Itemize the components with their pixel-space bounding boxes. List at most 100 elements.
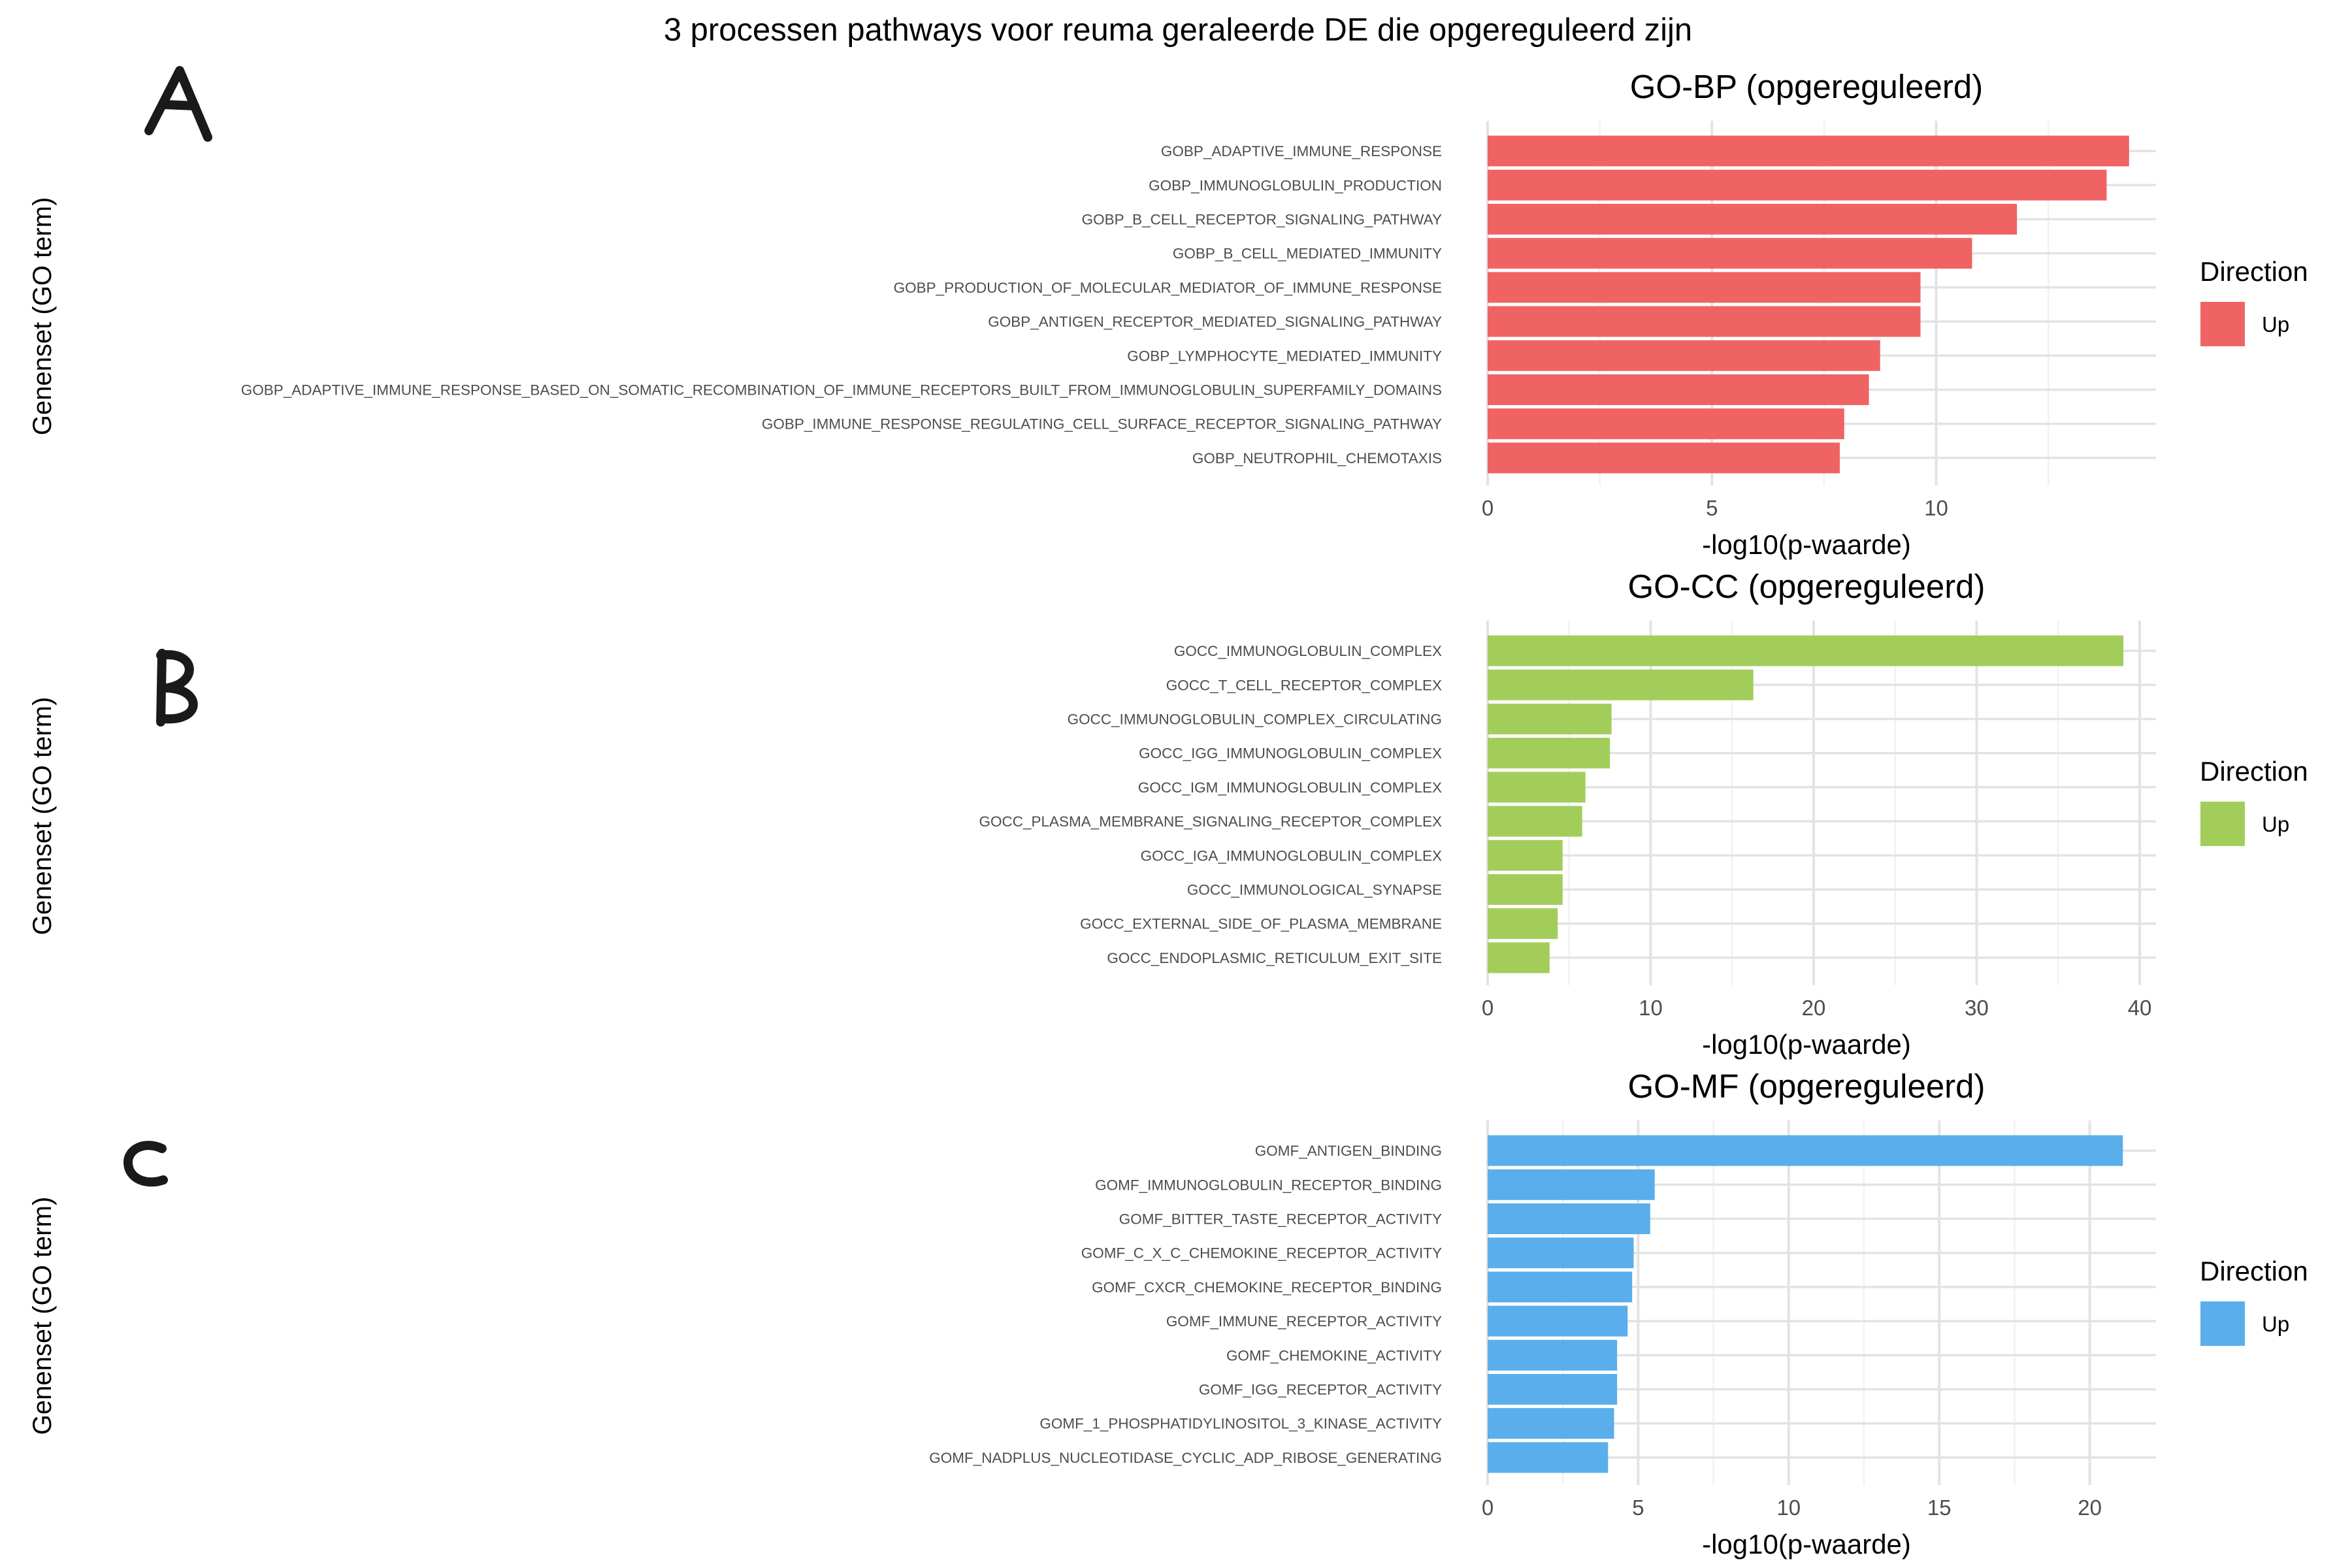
category-label: GOBP_B_CELL_MEDIATED_IMMUNITY (1173, 246, 1442, 262)
bar-gobp-antigen-receptor-mediated-signaling-pathway (1488, 306, 1921, 337)
bar-gocc-igm-immunoglobulin-complex (1488, 772, 1586, 803)
category-label: GOBP_IMMUNE_RESPONSE_REGULATING_CELL_SUR… (762, 416, 1442, 433)
category-label: GOMF_IMMUNOGLOBULIN_RECEPTOR_BINDING (1095, 1177, 1442, 1193)
bar-gocc-endoplasmic-reticulum-exit-site (1488, 942, 1550, 973)
legend-title: Direction (2200, 1256, 2308, 1286)
legend-label: Up (2262, 312, 2289, 336)
y-axis-label: Genenset (GO term) (28, 197, 57, 436)
category-label: GOMF_CHEMOKINE_ACTIVITY (1226, 1347, 1442, 1364)
category-label: GOMF_IGG_RECEPTOR_ACTIVITY (1199, 1382, 1442, 1398)
panel-letter-a (144, 66, 212, 142)
bar-gomf-antigen-binding (1488, 1135, 2123, 1166)
x-axis-label: -log10(p-waarde) (1702, 529, 1911, 560)
y-axis-label: Genenset (GO term) (28, 1197, 57, 1435)
charts-container: GO-BP (opgereguleerd) GOBP_ADAPTIVE_IMMUN… (28, 68, 2308, 1560)
category-label: GOBP_IMMUNOGLOBULIN_PRODUCTION (1149, 177, 1442, 193)
category-label: GOBP_ADAPTIVE_IMMUNE_RESPONSE (1161, 143, 1442, 159)
y-axis-label: Genenset (GO term) (28, 697, 57, 936)
bar-gobp-production-of-molecular-mediator-of-immune-response (1488, 272, 1921, 303)
chart-panel-go-cc-opgereguleerd: GO-CC (opgereguleerd) GOCC_IMMUNOGLOBULIN… (28, 568, 2308, 1060)
category-label: GOBP_PRODUCTION_OF_MOLECULAR_MEDIATOR_OF… (894, 280, 1442, 296)
x-axis-label: -log10(p-waarde) (1702, 1529, 1911, 1560)
category-label: GOCC_ENDOPLASMIC_RETICULUM_EXIT_SITE (1107, 950, 1442, 966)
bar-gomf-cxcr-chemokine-receptor-binding (1488, 1271, 1633, 1303)
x-tick-label: 15 (1927, 1495, 1952, 1520)
bar-gobp-b-cell-mediated-immunity (1488, 238, 1972, 269)
bar-gobp-adaptive-immune-response (1488, 135, 2129, 167)
bar-gomf-1-phosphatidylinositol-3-kinase-activity (1488, 1408, 1614, 1439)
legend-swatch (2200, 302, 2245, 346)
bar-gocc-immunological-synapse (1488, 874, 1563, 905)
category-label: GOBP_LYMPHOCYTE_MEDIATED_IMMUNITY (1127, 348, 1442, 364)
x-tick-label: 5 (1706, 496, 1718, 520)
chart-panel-go-bp-opgereguleerd: GO-BP (opgereguleerd) GOBP_ADAPTIVE_IMMUN… (28, 68, 2308, 560)
chart-panel-go-mf-opgereguleerd: GO-MF (opgereguleerd) GOMF_ANTIGEN_BINDIN… (28, 1068, 2308, 1560)
bar-gocc-plasma-membrane-signaling-receptor-complex (1488, 806, 1582, 837)
bar-gocc-t-cell-receptor-complex (1488, 669, 1754, 700)
bar-gobp-adaptive-immune-response-based-on-somatic-recombination-of-immune-receptors-built-from-immunoglobulin-superfamily-domains (1488, 374, 1869, 405)
legend: Direction Up (2200, 1256, 2308, 1346)
category-label: GOBP_ANTIGEN_RECEPTOR_MEDIATED_SIGNALING… (988, 314, 1442, 330)
category-label: GOMF_1_PHOSPHATIDYLINOSITOL_3_KINASE_ACT… (1039, 1416, 1442, 1432)
category-label: GOBP_ADAPTIVE_IMMUNE_RESPONSE_BASED_ON_S… (241, 382, 1442, 399)
bar-gobp-immune-response-regulating-cell-surface-receptor-signaling-pathway (1488, 408, 1844, 440)
legend-swatch (2200, 802, 2245, 846)
bar-gobp-immunoglobulin-production (1488, 169, 2107, 201)
x-tick-label: 10 (1924, 496, 1948, 520)
bar-gomf-bitter-taste-receptor-activity (1488, 1203, 1650, 1234)
bar-gobp-lymphocyte-mediated-immunity (1488, 340, 1880, 371)
category-label: GOCC_IMMUNOLOGICAL_SYNAPSE (1187, 882, 1442, 898)
bar-gobp-neutrophil-chemotaxis (1488, 442, 1840, 474)
x-tick-label: 40 (2128, 996, 2152, 1020)
panel-letter-c (123, 1141, 168, 1187)
category-label: GOCC_PLASMA_MEMBRANE_SIGNALING_RECEPTOR_… (979, 813, 1442, 830)
category-label: GOMF_BITTER_TASTE_RECEPTOR_ACTIVITY (1119, 1211, 1442, 1228)
category-label: GOCC_IGG_IMMUNOGLOBULIN_COMPLEX (1139, 745, 1442, 762)
x-tick-label: 10 (1776, 1495, 1801, 1520)
chart-title: GO-MF (opgereguleerd) (1627, 1068, 1985, 1105)
bar-gomf-igg-receptor-activity (1488, 1374, 1618, 1405)
x-tick-label: 5 (1632, 1495, 1644, 1520)
category-label: GOCC_IGA_IMMUNOGLOBULIN_COMPLEX (1141, 847, 1442, 864)
x-tick-label: 30 (1965, 996, 1989, 1020)
x-tick-label: 10 (1639, 996, 1663, 1020)
legend-label: Up (2262, 812, 2289, 836)
x-tick-label: 0 (1482, 996, 1494, 1020)
category-label: GOCC_IMMUNOGLOBULIN_COMPLEX_CIRCULATING (1068, 711, 1442, 728)
legend-title: Direction (2200, 256, 2308, 287)
bar-gomf-c-x-c-chemokine-receptor-activity (1488, 1237, 1634, 1269)
x-tick-label: 0 (1482, 496, 1494, 520)
chart-title: GO-CC (opgereguleerd) (1627, 568, 1985, 605)
bar-gocc-immunoglobulin-complex-circulating (1488, 704, 1612, 734)
category-label: GOMF_C_X_C_CHEMOKINE_RECEPTOR_ACTIVITY (1081, 1245, 1442, 1262)
category-label: GOMF_NADPLUS_NUCLEOTIDASE_CYCLIC_ADP_RIB… (929, 1450, 1442, 1466)
category-label: GOMF_IMMUNE_RECEPTOR_ACTIVITY (1166, 1313, 1442, 1330)
category-label: GOCC_IMMUNOGLOBULIN_COMPLEX (1174, 643, 1442, 659)
category-label: GOBP_NEUTROPHIL_CHEMOTAXIS (1192, 450, 1442, 466)
bar-gomf-immunoglobulin-receptor-binding (1488, 1169, 1655, 1200)
category-label: GOCC_IGM_IMMUNOGLOBULIN_COMPLEX (1138, 779, 1442, 796)
category-label: GOCC_T_CELL_RECEPTOR_COMPLEX (1166, 677, 1442, 693)
legend-label: Up (2262, 1312, 2289, 1336)
legend-swatch (2200, 1301, 2245, 1346)
panel-letter-b (156, 649, 198, 727)
legend: Direction Up (2200, 756, 2308, 846)
category-label: GOCC_EXTERNAL_SIDE_OF_PLASMA_MEMBRANE (1080, 916, 1442, 932)
bar-gocc-igg-immunoglobulin-complex (1488, 738, 1610, 769)
bar-gomf-immune-receptor-activity (1488, 1305, 1628, 1337)
legend-title: Direction (2200, 756, 2308, 787)
bar-gobp-b-cell-receptor-signaling-pathway (1488, 204, 2017, 235)
figure-title: 3 processen pathways voor reuma geraleer… (664, 12, 1692, 48)
bar-gomf-nadplus-nucleotidase-cyclic-adp-ribose-generating (1488, 1442, 1609, 1473)
bar-gomf-chemokine-activity (1488, 1339, 1618, 1371)
bar-gocc-iga-immunoglobulin-complex (1488, 840, 1563, 871)
category-label: GOMF_CXCR_CHEMOKINE_RECEPTOR_BINDING (1092, 1279, 1442, 1296)
category-label: GOBP_B_CELL_RECEPTOR_SIGNALING_PATHWAY (1082, 212, 1442, 228)
category-label: GOMF_ANTIGEN_BINDING (1255, 1143, 1442, 1159)
x-axis-label: -log10(p-waarde) (1702, 1029, 1911, 1060)
bar-gocc-external-side-of-plasma-membrane (1488, 908, 1558, 939)
bar-gocc-immunoglobulin-complex (1488, 635, 2124, 666)
x-tick-label: 20 (1802, 996, 1826, 1020)
legend: Direction Up (2200, 256, 2308, 346)
